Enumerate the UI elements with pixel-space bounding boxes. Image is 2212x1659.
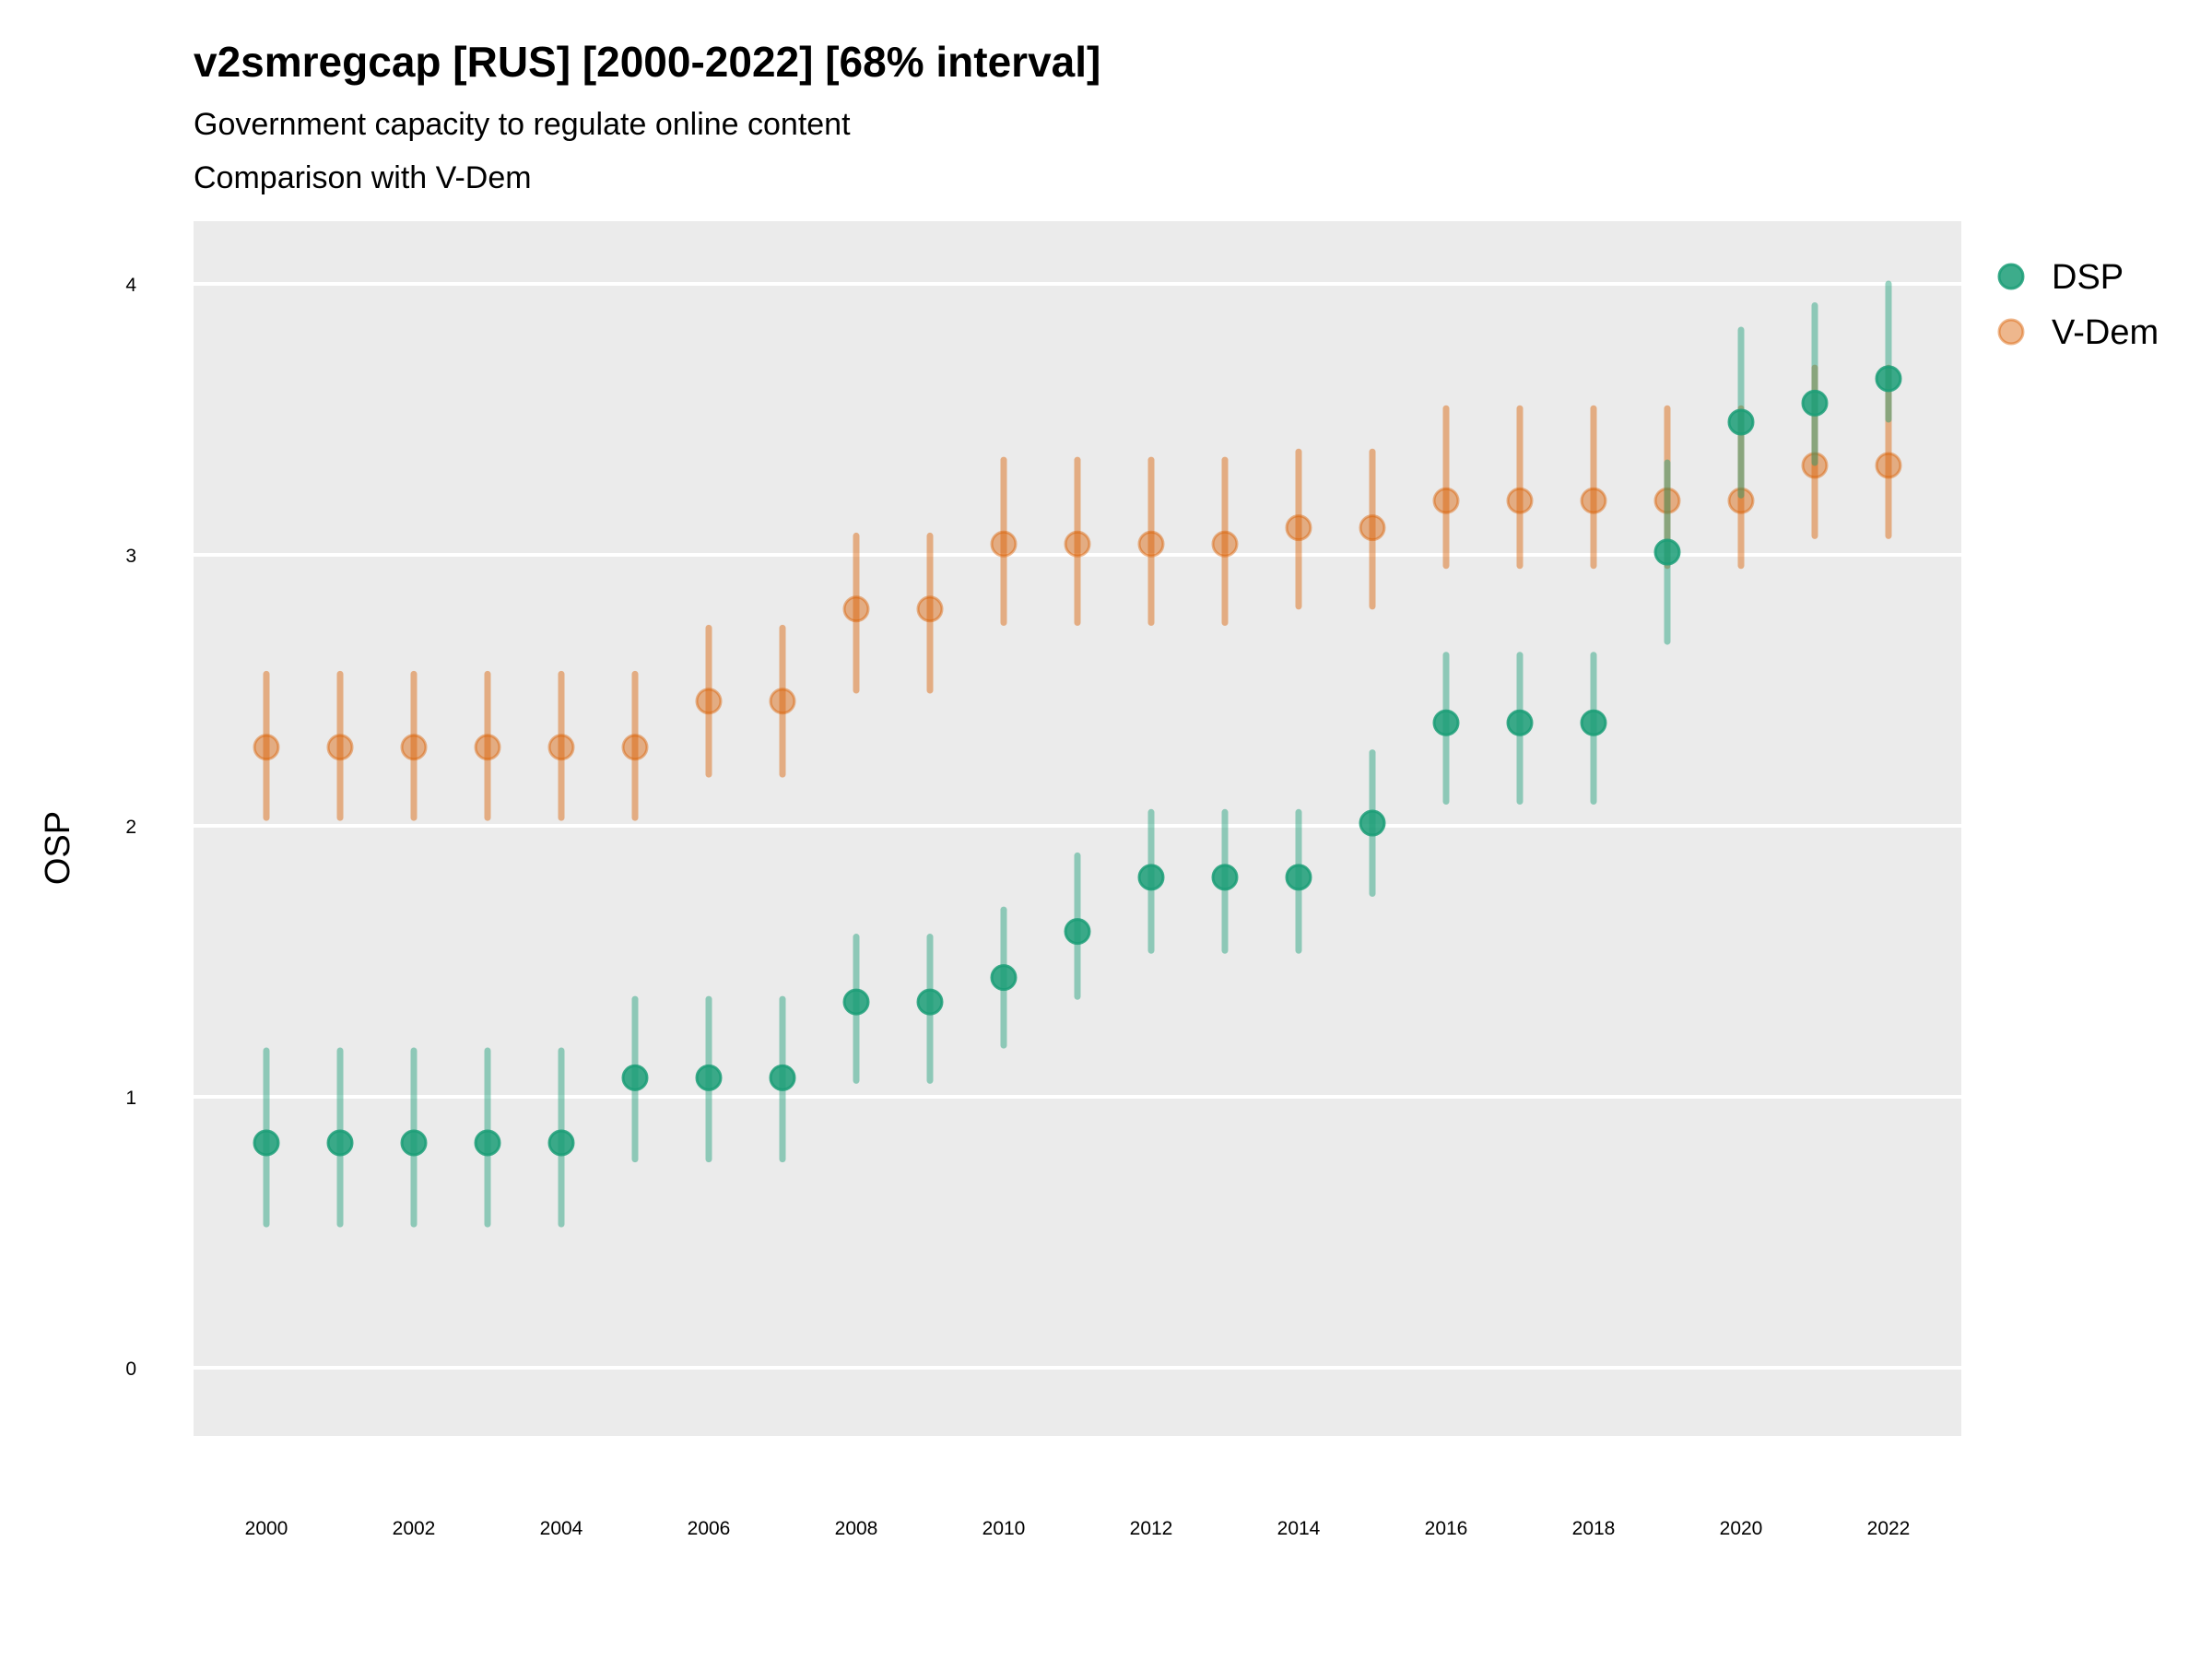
y-tick-label: 3 — [125, 546, 136, 567]
point-v-dem-2012 — [1137, 530, 1165, 558]
point-v-dem-2021 — [1801, 452, 1829, 479]
legend-label-dsp: DSP — [2052, 258, 2124, 297]
x-tick-label: 2016 — [1425, 1518, 1468, 1539]
point-v-dem-2008 — [842, 595, 870, 623]
point-v-dem-2010 — [990, 530, 1018, 558]
x-tick-label: 2006 — [688, 1518, 731, 1539]
point-dsp-2018 — [1580, 709, 1607, 736]
point-dsp-2011 — [1064, 918, 1091, 946]
point-v-dem-2002 — [400, 734, 428, 761]
chart-subtitle: Government capacity to regulate online c… — [194, 107, 851, 142]
point-dsp-2017 — [1506, 709, 1534, 736]
point-v-dem-2014 — [1285, 514, 1312, 542]
y-tick-label: 1 — [125, 1088, 136, 1109]
x-tick-label: 2018 — [1572, 1518, 1616, 1539]
point-dsp-2021 — [1801, 389, 1829, 417]
legend-label-v-dem: V-Dem — [2052, 313, 2159, 352]
point-v-dem-2009 — [916, 595, 944, 623]
point-dsp-2009 — [916, 988, 944, 1016]
point-dsp-2001 — [326, 1129, 354, 1157]
point-dsp-2004 — [547, 1129, 575, 1157]
y-tick-label: 4 — [125, 275, 136, 296]
y-tick-label: 2 — [125, 817, 136, 838]
point-dsp-2013 — [1211, 864, 1239, 891]
point-v-dem-2016 — [1432, 487, 1460, 514]
point-v-dem-2019 — [1653, 487, 1681, 514]
x-tick-label: 2002 — [393, 1518, 436, 1539]
point-dsp-2016 — [1432, 709, 1460, 736]
point-dsp-2006 — [695, 1064, 723, 1091]
chart-title: v2smregcap [RUS] [2000-2022] [68% interv… — [194, 38, 1101, 86]
x-tick-label: 2008 — [835, 1518, 878, 1539]
point-v-dem-2007 — [769, 688, 796, 715]
x-tick-label: 2014 — [1277, 1518, 1321, 1539]
point-v-dem-2001 — [326, 734, 354, 761]
x-tick-label: 2022 — [1867, 1518, 1911, 1539]
point-v-dem-2013 — [1211, 530, 1239, 558]
point-dsp-2003 — [474, 1129, 501, 1157]
point-v-dem-2015 — [1359, 514, 1386, 542]
point-dsp-2015 — [1359, 809, 1386, 837]
y-tick-label: 0 — [125, 1359, 136, 1380]
x-tick-label: 2000 — [245, 1518, 288, 1539]
point-v-dem-2005 — [621, 734, 649, 761]
x-tick-label: 2004 — [540, 1518, 583, 1539]
chart-subtitle-2: Comparison with V-Dem — [194, 160, 532, 195]
x-tick-label: 2010 — [982, 1518, 1026, 1539]
legend-marker-dsp — [1997, 263, 2025, 290]
point-dsp-2022 — [1875, 365, 1902, 393]
point-dsp-2010 — [990, 964, 1018, 992]
x-tick-label: 2012 — [1130, 1518, 1173, 1539]
point-dsp-2019 — [1653, 538, 1681, 566]
point-v-dem-2020 — [1727, 487, 1755, 514]
point-dsp-2000 — [253, 1129, 280, 1157]
point-v-dem-2006 — [695, 688, 723, 715]
point-v-dem-2000 — [253, 734, 280, 761]
point-v-dem-2003 — [474, 734, 501, 761]
point-v-dem-2004 — [547, 734, 575, 761]
point-dsp-2007 — [769, 1064, 796, 1091]
point-dsp-2005 — [621, 1064, 649, 1091]
point-v-dem-2017 — [1506, 487, 1534, 514]
plot-panel — [194, 221, 1961, 1436]
point-dsp-2020 — [1727, 408, 1755, 436]
x-tick-label: 2020 — [1720, 1518, 1763, 1539]
legend-marker-v-dem — [1997, 318, 2025, 346]
point-v-dem-2022 — [1875, 452, 1902, 479]
y-axis-label: OSP — [39, 811, 77, 885]
point-dsp-2012 — [1137, 864, 1165, 891]
point-dsp-2002 — [400, 1129, 428, 1157]
point-dsp-2014 — [1285, 864, 1312, 891]
point-v-dem-2011 — [1064, 530, 1091, 558]
point-v-dem-2018 — [1580, 487, 1607, 514]
point-dsp-2008 — [842, 988, 870, 1016]
